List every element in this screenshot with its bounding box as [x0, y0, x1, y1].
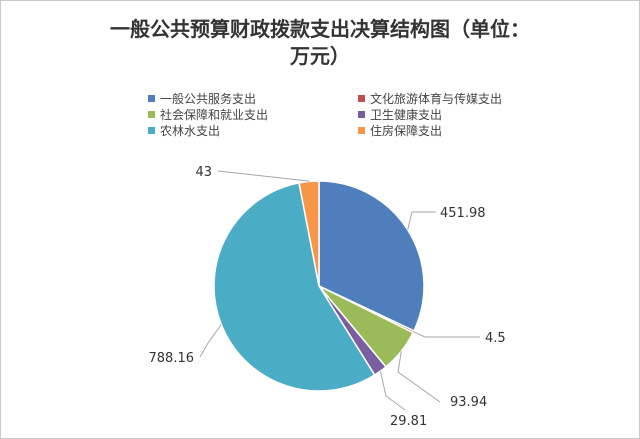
legend-item-housing-security: 住房保障支出 [358, 123, 442, 138]
legend-label: 农林水支出 [160, 124, 221, 138]
legend-swatch [148, 95, 155, 102]
data-labels: 451.98 4.5 93.94 29.81 788.16 43 [149, 165, 506, 429]
legend-label: 卫生健康支出 [370, 108, 443, 122]
pie-slice [213, 182, 376, 392]
leader-line [397, 351, 441, 403]
pie-slices [213, 180, 425, 392]
legend-swatch [358, 95, 365, 102]
data-label: 29.81 [390, 414, 427, 429]
legend-label: 一般公共服务支出 [160, 92, 257, 106]
legend-item-culture-tourism-sports-media: 文化旅游体育与传媒支出 [358, 91, 502, 106]
data-label: 93.94 [450, 395, 487, 410]
leader-line [379, 371, 406, 411]
pie-slice [318, 180, 425, 332]
legend-swatch [358, 127, 365, 134]
data-label: 43 [195, 165, 212, 180]
leader-lines [199, 170, 480, 411]
legend-item-general-public-services: 一般公共服务支出 [148, 91, 256, 106]
legend-item-social-security-employment: 社会保障和就业支出 [148, 107, 268, 122]
chart-title: 一般公共预算财政拨款支出决算结构图（单位： 万元） [60, 16, 580, 70]
chart-title-line-1: 一般公共预算财政拨款支出决算结构图（单位： [110, 17, 530, 41]
leader-line [199, 324, 222, 358]
data-label: 4.5 [485, 331, 506, 346]
legend-label: 住房保障支出 [370, 124, 443, 138]
data-label: 788.16 [149, 351, 195, 366]
legend-swatch [148, 111, 155, 118]
legend-swatch [358, 111, 365, 118]
legend-item-health: 卫生健康支出 [358, 107, 442, 122]
leader-line [407, 211, 436, 230]
legend-item-agriculture-forestry-water: 农林水支出 [148, 123, 220, 138]
chart-title-line-2: 万元） [290, 44, 350, 68]
legend-swatch [148, 127, 155, 134]
leader-line [413, 331, 480, 338]
leader-line [217, 170, 310, 182]
data-label: 451.98 [440, 206, 486, 221]
legend-label: 文化旅游体育与传媒支出 [370, 92, 503, 106]
legend-label: 社会保障和就业支出 [160, 108, 269, 122]
